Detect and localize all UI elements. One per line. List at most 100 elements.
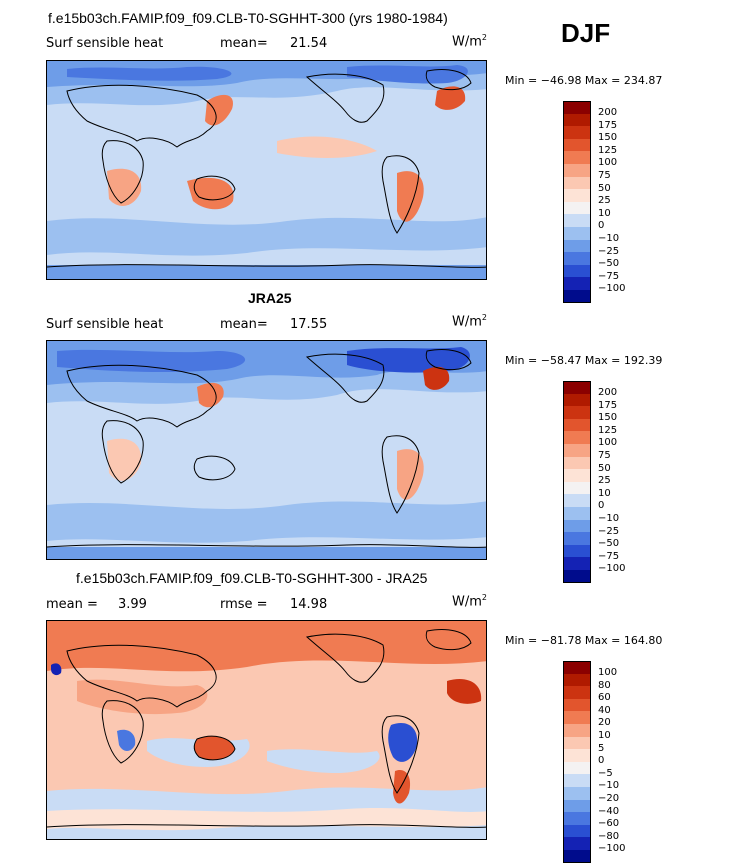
panel-2-title: JRA25 [248,290,292,306]
panel-3-colorbar [563,661,591,863]
panel-1-variable-label: Surf sensible heat [46,36,164,51]
colorbar-tick-label: −25 [598,245,620,257]
colorbar-tick-label: 10 [598,487,611,499]
colorbar-swatch [563,749,591,762]
colorbar-tick-label: 125 [598,144,618,156]
colorbar-swatch [563,673,591,687]
panel-2-mean-value: 17.55 [290,317,328,332]
panel-1-mean-label: mean= [220,36,268,51]
colorbar-tick-label: 75 [598,169,611,181]
colorbar-swatch [563,418,591,432]
colorbar-tick-label: 25 [598,195,611,207]
colorbar-swatch [563,837,591,850]
panel-2-colorbar-ticks: 200 175 150 125 100 75 50 25 10 0 −10 −25 −50 −75 −100 [598,381,625,574]
colorbar-tick-label: −10 [598,780,620,792]
colorbar-tick-label: −40 [598,805,620,817]
colorbar-swatch [563,786,591,800]
colorbar-swatch [563,723,591,737]
colorbar-tick-label: −10 [598,512,620,524]
panel-1-colorbar [563,101,591,303]
panel-3-mean-value: 3.99 [118,597,147,612]
colorbar-tick-label: 10 [598,729,611,741]
colorbar-swatch [563,252,591,265]
colorbar-tick-label: 150 [598,132,618,144]
colorbar-tick-label: 0 [598,755,605,767]
colorbar-swatch [563,138,591,152]
colorbar-tick-label: −80 [598,830,620,842]
colorbar-swatch [563,113,591,127]
colorbar-tick-label: 150 [598,412,618,424]
colorbar-swatch [563,101,591,114]
panel-3-colorbar-ticks: 100 80 60 40 20 10 5 0 −5 −10 −20 −40 −60 −80 −100 [598,661,625,854]
colorbar-tick-label: 0 [598,500,605,512]
panel-1-minmax: Min = −46.98 Max = 234.87 [505,74,663,87]
colorbar-swatch [563,289,591,303]
colorbar-tick-label: 175 [598,119,618,131]
colorbar-swatch [563,557,591,570]
colorbar-swatch [563,277,591,290]
colorbar-swatch [563,698,591,712]
colorbar-swatch [563,494,591,507]
panel-1-map [46,60,487,280]
season-label: DJF [561,18,611,48]
colorbar-tick-label: 200 [598,107,618,118]
colorbar-swatch [563,569,591,583]
colorbar-swatch [563,544,591,558]
colorbar-swatch [563,774,591,787]
colorbar-swatch [563,661,591,674]
colorbar-tick-label: −100 [598,283,626,295]
panel-2-variable-label: Surf sensible heat [46,317,164,332]
colorbar-swatch [563,711,591,724]
panel-1-units: W/m2 [452,33,487,50]
colorbar-swatch [563,443,591,457]
colorbar-swatch [563,686,591,699]
panel-3-title: f.e15b03ch.FAMIP.f09_f09.CLB-T0-SGHHT-30… [76,570,428,586]
colorbar-tick-label: 175 [598,399,618,411]
colorbar-swatch [563,393,591,407]
colorbar-swatch [563,126,591,139]
colorbar-swatch [563,381,591,394]
panel-3-units: W/m2 [452,593,487,610]
panel-3-minmax: Min = −81.78 Max = 164.80 [505,634,663,647]
colorbar-tick-label: 100 [598,437,618,449]
colorbar-tick-label: −100 [598,843,626,855]
panel-2-minmax: Min = −58.47 Max = 192.39 [505,354,663,367]
colorbar-swatch [563,812,591,825]
panel-3-mean-label: mean = [46,597,98,612]
colorbar-swatch [563,264,591,278]
colorbar-swatch [563,506,591,520]
colorbar-swatch [563,214,591,227]
colorbar-swatch [563,519,591,533]
colorbar-tick-label: −60 [598,818,620,830]
colorbar-tick-label: 5 [598,742,605,754]
colorbar-swatch [563,456,591,470]
colorbar-swatch [563,189,591,202]
colorbar-swatch [563,481,591,495]
panel-2-colorbar [563,381,591,583]
colorbar-swatch [563,799,591,813]
colorbar-swatch [563,824,591,838]
colorbar-tick-label: −100 [598,563,626,575]
colorbar-tick-label: 25 [598,475,611,487]
colorbar-swatch [563,431,591,444]
panel-2-mean-label: mean= [220,317,268,332]
colorbar-tick-label: 50 [598,462,611,474]
colorbar-tick-label: −50 [598,258,620,270]
colorbar-swatch [563,226,591,240]
panel-1-title: f.e15b03ch.FAMIP.f09_f09.CLB-T0-SGHHT-30… [48,10,448,26]
colorbar-swatch [563,239,591,253]
colorbar-swatch [563,849,591,863]
colorbar-tick-label: −5 [598,767,613,779]
colorbar-tick-label: −50 [598,538,620,550]
colorbar-tick-label: −10 [598,232,620,244]
colorbar-tick-label: 200 [598,387,618,398]
panel-2-units: W/m2 [452,313,487,330]
colorbar-tick-label: 10 [598,207,611,219]
panel-3-rmse-value: 14.98 [290,597,328,612]
colorbar-tick-label: −25 [598,525,620,537]
colorbar-tick-label: 125 [598,424,618,436]
panel-1-colorbar-ticks: 200 175 150 125 100 75 50 25 10 0 −10 −25 −50 −75 −100 [598,101,625,294]
colorbar-tick-label: 40 [598,704,611,716]
colorbar-tick-label: 50 [598,182,611,194]
colorbar-tick-label: 80 [598,679,611,691]
